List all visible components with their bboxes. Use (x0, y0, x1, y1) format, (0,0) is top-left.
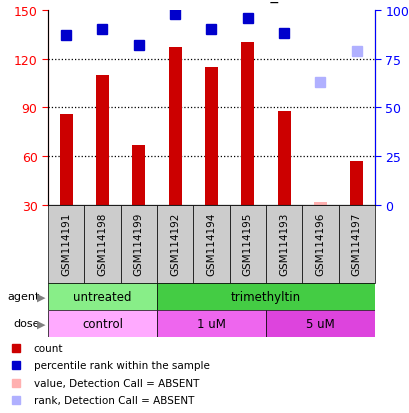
Text: dose: dose (13, 318, 40, 328)
Bar (84, 205, 120, 283)
Bar (132, 145, 145, 205)
Text: GSM114193: GSM114193 (279, 213, 288, 276)
Text: GSM114195: GSM114195 (242, 213, 252, 276)
Bar (96, 76, 109, 205)
Bar (277, 111, 290, 205)
Text: untreated: untreated (73, 290, 131, 303)
Bar (350, 161, 362, 205)
Bar (265, 205, 301, 283)
Bar (157, 205, 193, 283)
Text: trimethyltin: trimethyltin (230, 290, 300, 303)
Text: GSM114199: GSM114199 (133, 213, 144, 276)
Bar (48, 205, 84, 283)
Text: value, Detection Call = ABSENT: value, Detection Call = ABSENT (34, 378, 199, 388)
Text: rank, Detection Call = ABSENT: rank, Detection Call = ABSENT (34, 395, 194, 405)
Text: count: count (34, 343, 63, 353)
Bar (120, 205, 157, 283)
Text: GSM114197: GSM114197 (351, 213, 361, 276)
Bar (157, 310, 265, 337)
Text: ▶: ▶ (37, 318, 46, 328)
Bar (313, 202, 326, 205)
Text: GSM114198: GSM114198 (97, 213, 107, 276)
Bar (338, 205, 374, 283)
Text: 1 uM: 1 uM (197, 317, 225, 330)
Bar (193, 205, 229, 283)
Bar (169, 48, 181, 205)
Bar (229, 205, 265, 283)
Text: GSM114191: GSM114191 (61, 213, 71, 276)
Bar (265, 310, 374, 337)
Bar (204, 67, 217, 205)
Text: control: control (82, 317, 123, 330)
Text: GSM114194: GSM114194 (206, 213, 216, 276)
Bar (48, 310, 157, 337)
Text: GDS2555 / 1373672_at: GDS2555 / 1373672_at (116, 0, 293, 2)
Bar (241, 43, 254, 205)
Bar (301, 205, 338, 283)
Text: 5 uM: 5 uM (306, 317, 334, 330)
Text: agent: agent (7, 292, 40, 301)
Text: GSM114196: GSM114196 (315, 213, 325, 276)
Bar (48, 283, 157, 310)
Text: percentile rank within the sample: percentile rank within the sample (34, 360, 209, 370)
Text: GSM114192: GSM114192 (170, 213, 180, 276)
Text: ▶: ▶ (37, 292, 46, 301)
Bar (157, 283, 374, 310)
Bar (60, 114, 72, 205)
